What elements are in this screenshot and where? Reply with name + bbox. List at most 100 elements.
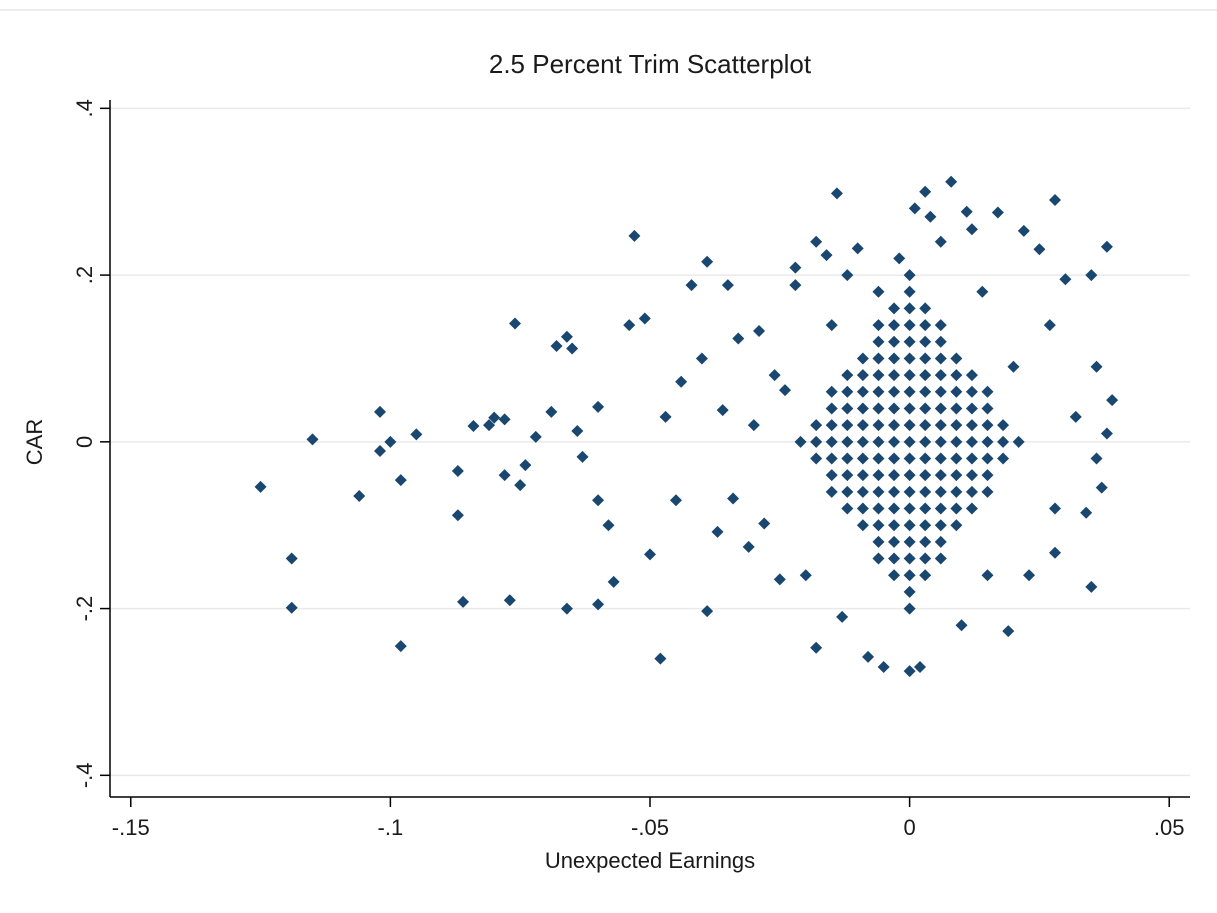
point bbox=[841, 402, 854, 415]
point bbox=[872, 419, 885, 432]
point bbox=[903, 485, 916, 498]
point bbox=[919, 435, 932, 448]
point bbox=[965, 469, 978, 482]
point bbox=[903, 502, 916, 515]
point bbox=[872, 402, 885, 415]
point bbox=[825, 385, 838, 398]
point bbox=[825, 452, 838, 465]
point bbox=[919, 402, 932, 415]
point bbox=[503, 594, 516, 607]
point bbox=[841, 419, 854, 432]
point bbox=[981, 385, 994, 398]
point bbox=[934, 469, 947, 482]
point bbox=[602, 519, 615, 532]
point bbox=[965, 223, 978, 236]
point bbox=[825, 435, 838, 448]
point bbox=[919, 302, 932, 315]
point bbox=[856, 369, 869, 382]
point bbox=[856, 452, 869, 465]
point bbox=[934, 369, 947, 382]
point bbox=[934, 552, 947, 565]
point bbox=[1007, 360, 1020, 373]
point bbox=[545, 405, 558, 418]
point bbox=[888, 419, 901, 432]
point bbox=[841, 369, 854, 382]
point bbox=[934, 535, 947, 548]
point bbox=[1012, 435, 1025, 448]
point bbox=[934, 519, 947, 532]
point bbox=[675, 375, 688, 388]
point bbox=[669, 494, 682, 507]
point bbox=[1090, 452, 1103, 465]
point bbox=[872, 285, 885, 298]
point bbox=[592, 494, 605, 507]
point bbox=[830, 187, 843, 200]
point bbox=[560, 602, 573, 615]
point bbox=[872, 502, 885, 515]
point bbox=[571, 424, 584, 437]
point bbox=[919, 519, 932, 532]
point bbox=[950, 502, 963, 515]
point bbox=[607, 575, 620, 588]
point bbox=[576, 450, 589, 463]
point bbox=[799, 569, 812, 582]
point bbox=[1069, 410, 1082, 423]
point bbox=[888, 385, 901, 398]
point bbox=[1049, 194, 1061, 207]
point bbox=[841, 269, 854, 282]
point bbox=[872, 469, 885, 482]
point bbox=[919, 452, 932, 465]
point bbox=[768, 369, 781, 382]
point bbox=[1017, 224, 1030, 237]
point bbox=[934, 235, 947, 248]
point bbox=[950, 369, 963, 382]
point bbox=[285, 552, 298, 565]
point bbox=[841, 385, 854, 398]
point bbox=[903, 419, 916, 432]
point bbox=[888, 519, 901, 532]
point bbox=[1080, 506, 1093, 519]
y-tick-label: -.2 bbox=[72, 596, 97, 622]
point bbox=[965, 369, 978, 382]
point bbox=[841, 469, 854, 482]
point bbox=[872, 352, 885, 365]
point bbox=[779, 384, 791, 397]
point bbox=[825, 402, 838, 415]
point bbox=[919, 485, 932, 498]
point bbox=[856, 469, 869, 482]
point bbox=[457, 595, 470, 608]
point bbox=[934, 352, 947, 365]
point bbox=[950, 469, 963, 482]
point bbox=[919, 185, 932, 198]
point bbox=[903, 569, 916, 582]
point bbox=[976, 285, 989, 298]
point bbox=[997, 435, 1010, 448]
y-tick-label: .2 bbox=[72, 266, 97, 284]
point bbox=[955, 619, 968, 632]
point bbox=[550, 339, 563, 352]
point bbox=[934, 385, 947, 398]
point bbox=[1085, 580, 1098, 593]
point bbox=[592, 598, 605, 611]
point bbox=[872, 385, 885, 398]
point bbox=[1023, 569, 1036, 582]
point bbox=[644, 548, 656, 561]
point bbox=[919, 335, 932, 348]
point bbox=[919, 352, 932, 365]
chart-title: 2.5 Percent Trim Scatterplot bbox=[489, 49, 812, 79]
y-tick-label: -.4 bbox=[72, 762, 97, 788]
point bbox=[872, 519, 885, 532]
point bbox=[1049, 502, 1061, 515]
point bbox=[701, 605, 714, 618]
point bbox=[747, 419, 760, 432]
point bbox=[945, 175, 958, 188]
point bbox=[1100, 240, 1113, 253]
point bbox=[1106, 394, 1119, 407]
point bbox=[888, 552, 901, 565]
point bbox=[285, 601, 298, 614]
point bbox=[659, 410, 672, 423]
point bbox=[888, 302, 901, 315]
x-tick-label: 0 bbox=[903, 815, 915, 840]
